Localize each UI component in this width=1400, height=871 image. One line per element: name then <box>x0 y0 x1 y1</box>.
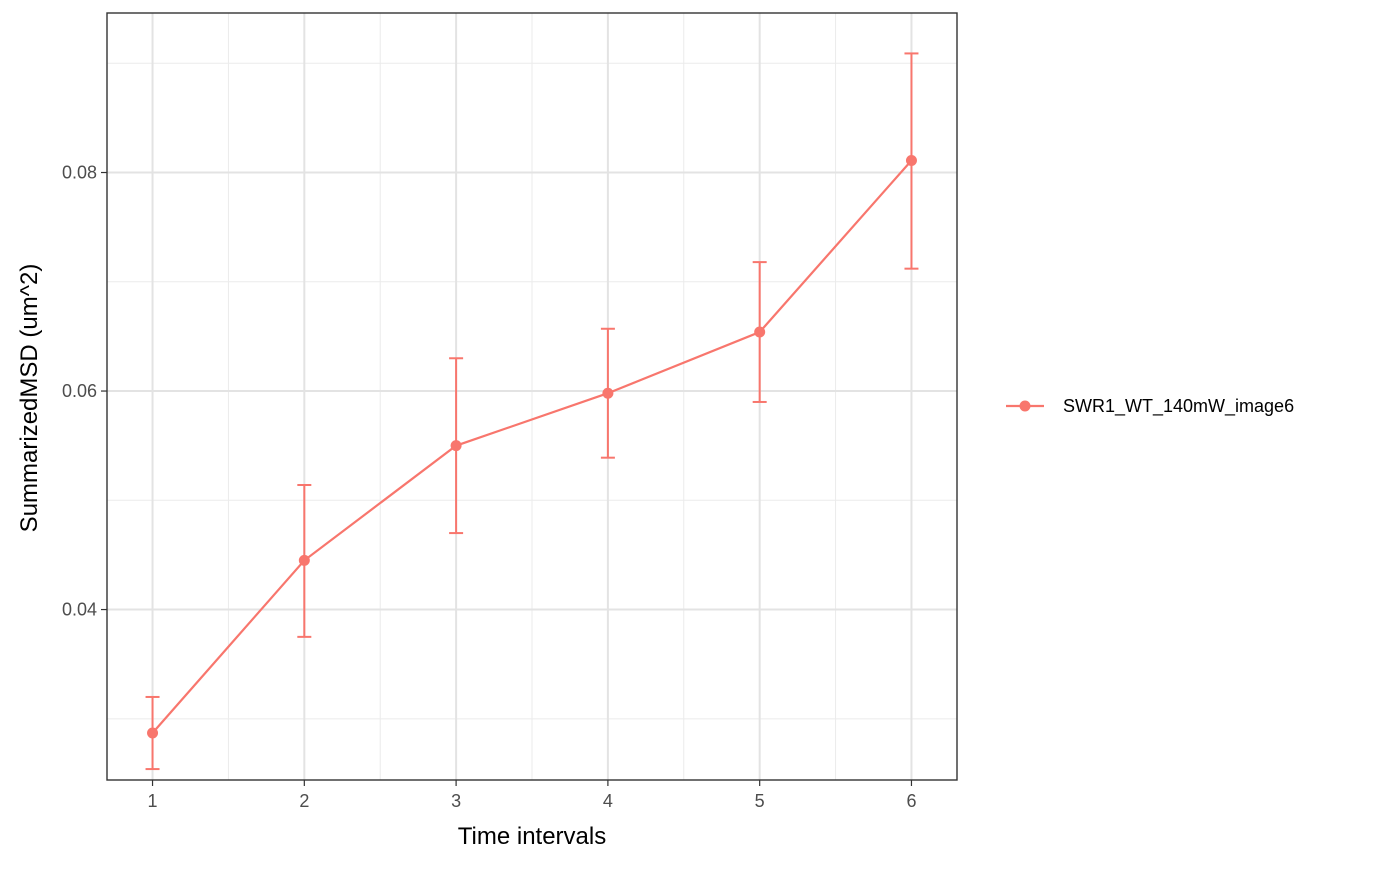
y-axis-title: SummarizedMSD (um^2) <box>16 264 43 533</box>
y-tick-label: 0.08 <box>62 163 97 183</box>
series-line <box>151 159 913 734</box>
x-tick-label: 1 <box>148 791 158 811</box>
y-tick-label: 0.04 <box>62 600 97 620</box>
x-axis-title: Time intervals <box>458 823 606 850</box>
x-axis: 1 2 3 4 5 6 <box>148 780 916 811</box>
x-tick-label: 5 <box>755 791 765 811</box>
x-tick-label: 4 <box>603 791 613 811</box>
legend-label: SWR1_WT_140mW_image6 <box>1063 396 1294 417</box>
series-lines <box>151 159 913 734</box>
data-point <box>450 440 462 452</box>
data-point <box>147 727 159 739</box>
data-points <box>147 155 917 739</box>
data-point <box>602 387 614 399</box>
y-axis: 0.04 0.06 0.08 <box>62 163 107 620</box>
data-point <box>754 326 766 338</box>
grid-minor <box>107 13 957 780</box>
x-tick-label: 6 <box>906 791 916 811</box>
data-point <box>298 554 310 566</box>
data-point <box>905 155 917 166</box>
legend-key-point <box>1019 400 1031 412</box>
x-tick-label: 3 <box>451 791 461 811</box>
legend: SWR1_WT_140mW_image6 <box>1006 396 1294 417</box>
y-tick-label: 0.06 <box>62 381 97 401</box>
x-tick-label: 2 <box>299 791 309 811</box>
panel-border <box>106 12 958 781</box>
